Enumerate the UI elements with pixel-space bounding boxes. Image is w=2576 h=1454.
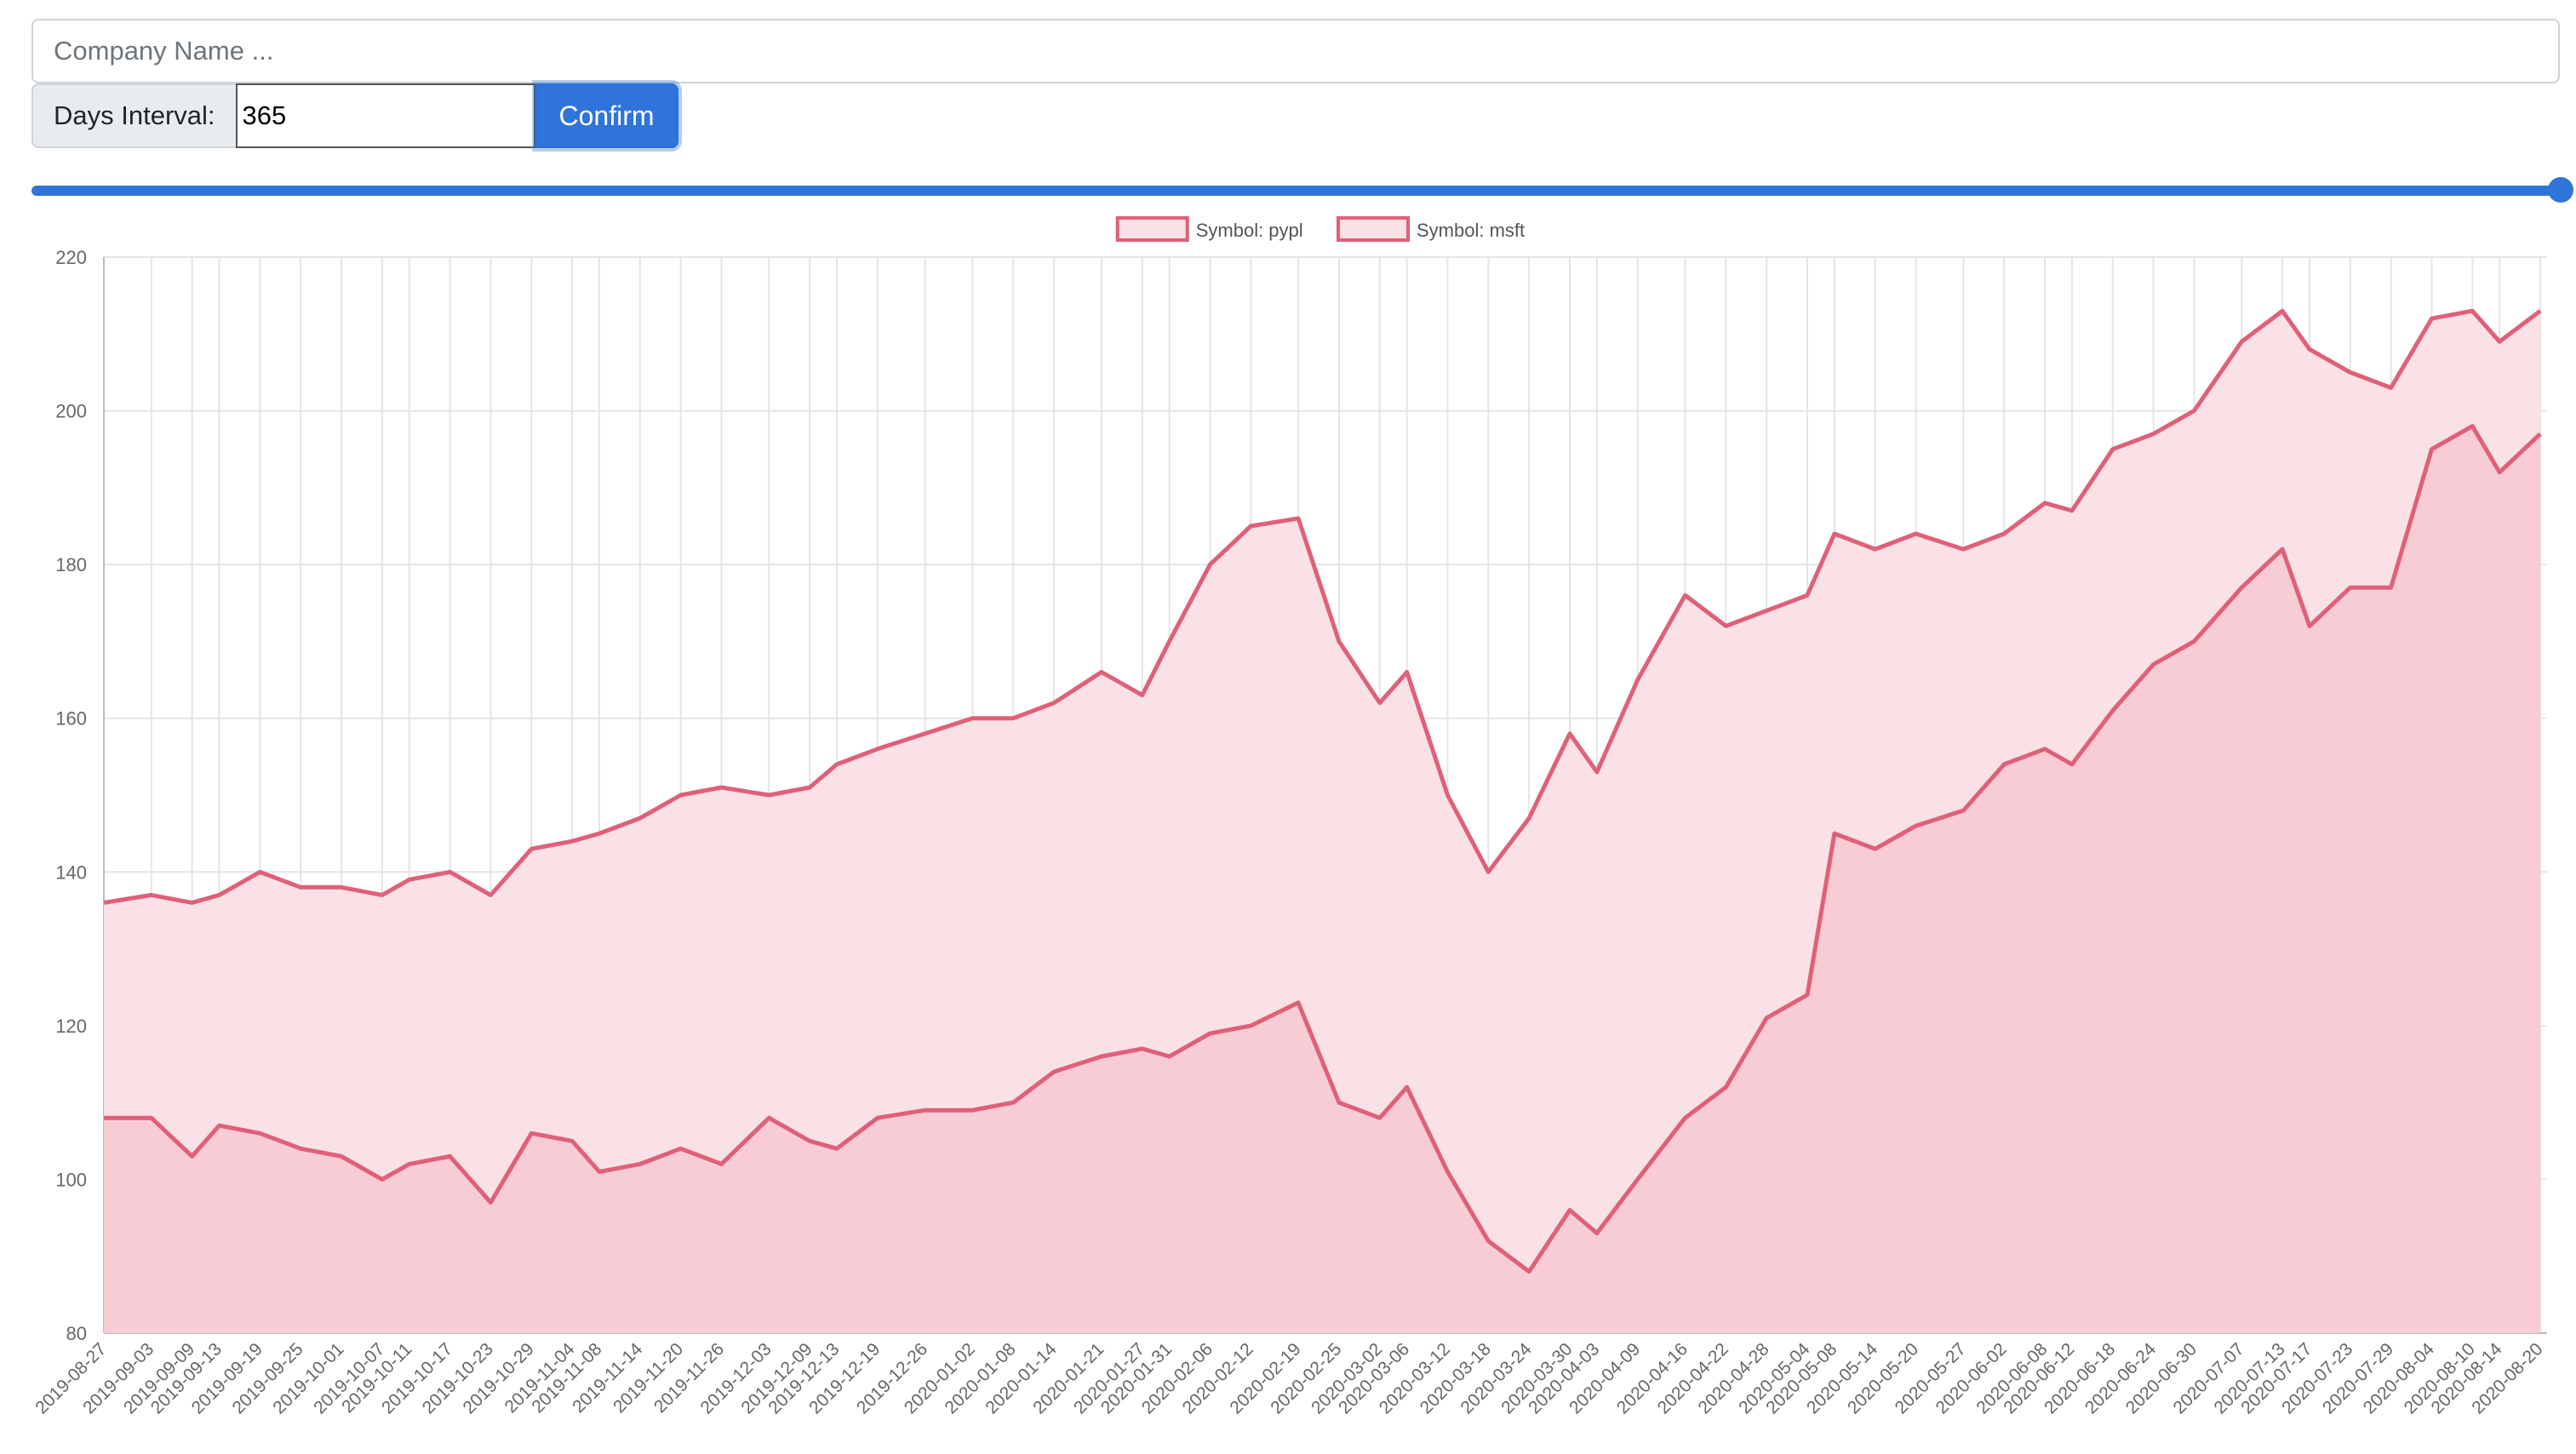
y-tick-label: 80 [66, 1323, 87, 1344]
stock-price-chart: 80 100 120 140 160 180 200 220 2019-08-27 2019-09… [0, 204, 2576, 1454]
legend-swatch [1115, 216, 1189, 242]
date-range-slider[interactable] [31, 177, 2573, 203]
days-interval-label: Days Interval: [31, 83, 236, 148]
y-tick-label: 180 [55, 554, 87, 575]
series-area-0 [104, 426, 2540, 1334]
y-tick-label: 140 [55, 862, 87, 883]
days-interval-group: Days Interval: Confirm [31, 83, 678, 148]
series-line-0 [104, 424, 2542, 1274]
y-tick-label: 200 [55, 401, 87, 422]
company-search-input[interactable] [33, 20, 2558, 82]
legend-label: Symbol: pypl [1196, 220, 1303, 241]
y-tick-label: 120 [55, 1016, 87, 1037]
confirm-button[interactable]: Confirm [535, 83, 678, 148]
y-tick-label: 220 [55, 247, 87, 268]
legend-label: Symbol: msft [1417, 220, 1525, 241]
days-interval-input[interactable] [235, 83, 535, 148]
y-tick-label: 100 [55, 1169, 87, 1190]
company-search-field[interactable] [31, 19, 2560, 83]
series-line-1 [103, 308, 2542, 905]
chart-canvas: 801001201401601802002202019-08-272019-09… [31, 216, 2547, 1417]
y-tick-label: 160 [55, 708, 87, 730]
slider-thumb[interactable] [2548, 177, 2573, 203]
slider-track[interactable] [31, 186, 2562, 196]
legend-swatch [1337, 216, 1410, 242]
